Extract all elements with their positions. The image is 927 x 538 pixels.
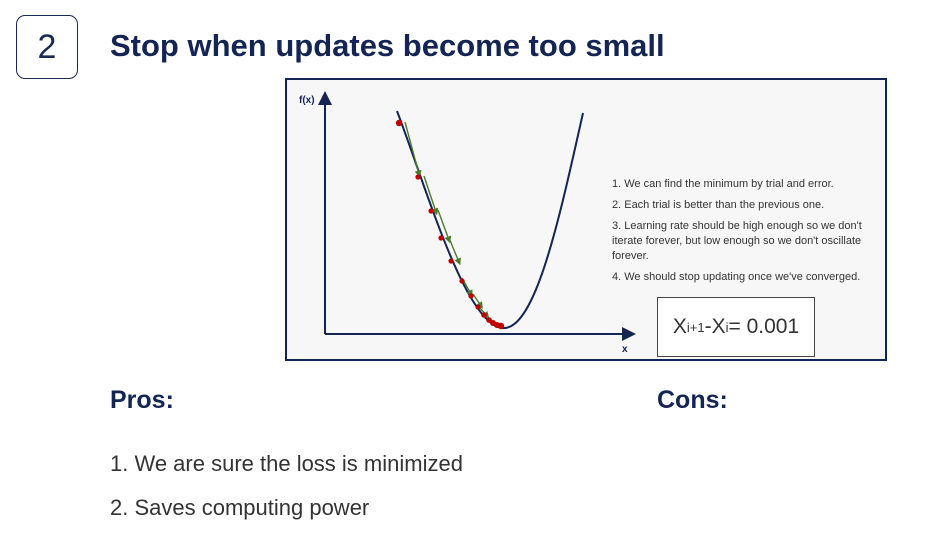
step-arrow	[423, 175, 439, 216]
formula-minus: -	[704, 315, 712, 338]
descent-point	[468, 293, 474, 299]
formula-sub: i	[725, 319, 729, 335]
descent-point	[448, 258, 454, 264]
formula-x: X	[672, 315, 687, 338]
descent-step-arrows	[404, 121, 490, 319]
note-item: 4. We should stop updating once we've co…	[612, 271, 861, 283]
step-arrow	[472, 293, 483, 309]
loss-curve	[396, 110, 584, 330]
formula-sub: i+1	[686, 319, 705, 335]
list-item: 1. We are sure the loss is minimized	[110, 451, 463, 476]
descent-point	[481, 312, 487, 318]
y-axis-label: f(x)	[299, 95, 315, 106]
descent-point	[486, 317, 492, 323]
diagram-canvas: f(x) x	[299, 91, 636, 355]
slide-title: Stop when updates become too small	[110, 28, 665, 63]
note-item: 1. We can find the minimum by trial and …	[612, 178, 834, 190]
slide-number-badge: 2	[16, 15, 78, 79]
step-arrow	[437, 209, 452, 244]
descent-point	[428, 208, 434, 214]
step-arrow	[404, 121, 422, 178]
pros-heading: Pros:	[110, 386, 174, 414]
gradient-descent-diagram: f(x) x 1. We can fin	[285, 78, 887, 361]
formula-x: X	[711, 315, 726, 338]
note-item: 2. Each trial is better than the previou…	[612, 199, 825, 211]
note-item: 3. Learning rate should be high enough s…	[612, 220, 862, 262]
descent-point	[415, 174, 421, 180]
cons-heading: Cons:	[657, 386, 728, 414]
descent-point	[395, 119, 403, 127]
list-item: 2. Saves computing power	[110, 495, 370, 520]
descent-point	[475, 304, 481, 310]
x-axis-label: x	[622, 344, 628, 355]
descent-point	[459, 278, 465, 284]
pros-list: 1. We are sure the loss is minimized 2. …	[110, 450, 463, 538]
descent-point	[497, 322, 505, 330]
descent-points	[395, 119, 505, 330]
diagram-notes: 1. We can find the minimum by trial and …	[612, 177, 862, 291]
descent-point	[438, 235, 444, 241]
step-arrow	[448, 237, 461, 266]
slide-number: 2	[37, 27, 57, 66]
formula-rhs: = 0.001	[728, 315, 800, 338]
